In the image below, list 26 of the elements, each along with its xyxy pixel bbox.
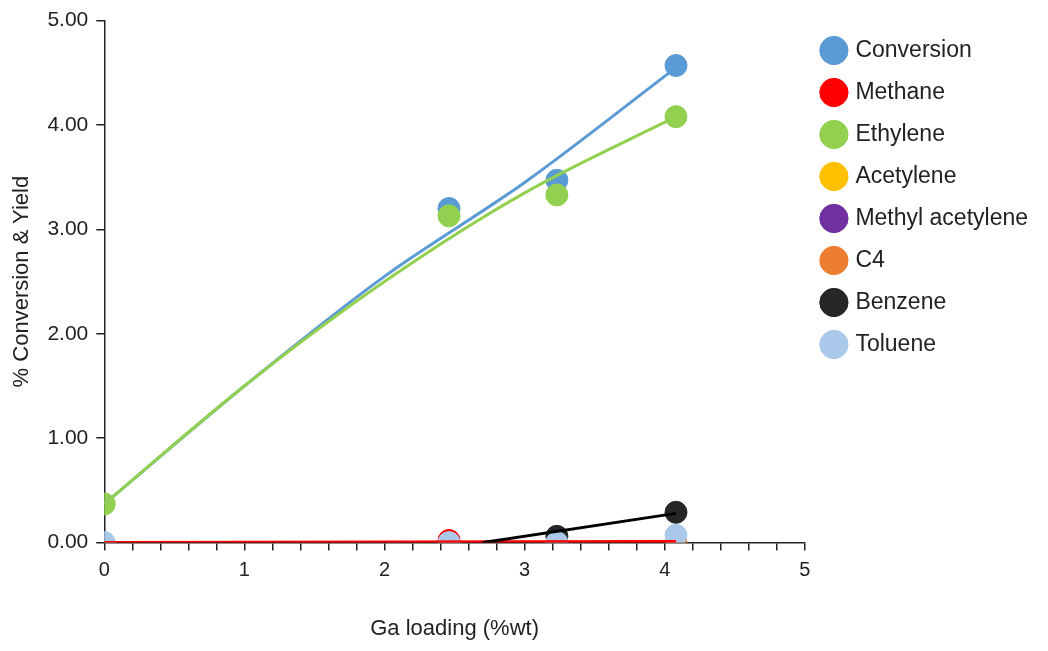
- x-tick-label: 0: [98, 558, 110, 581]
- y-tick-label: 0.00: [47, 529, 89, 553]
- point: [664, 53, 688, 77]
- legend-label: Ethylene: [855, 119, 945, 146]
- legend-label: Toluene: [855, 329, 936, 356]
- x-tick-label: 1: [238, 558, 250, 581]
- legend-label: Benzene: [855, 287, 947, 314]
- y-tick-label: 2.00: [47, 320, 89, 344]
- y-tick-label: 4.00: [47, 111, 89, 135]
- point: [545, 183, 569, 207]
- x-axis-title: Ga loading (%wt): [370, 614, 539, 640]
- point: [664, 105, 688, 129]
- y-tick-label: 3.00: [47, 216, 89, 240]
- y-tick-label: 5.00: [47, 7, 89, 31]
- x-tick-label: 3: [519, 558, 531, 581]
- x-tick-label: 4: [659, 558, 671, 581]
- x-tick-label: 5: [799, 558, 811, 581]
- x-tick-label: 2: [378, 558, 391, 581]
- legend-label: Conversion: [855, 35, 972, 62]
- legend-label: C4: [855, 245, 886, 272]
- legend-label: Methyl acetylene: [855, 203, 1028, 230]
- y-axis-title: % Conversion & Yield: [8, 175, 34, 388]
- legend-label: Methane: [855, 77, 945, 104]
- point: [437, 204, 461, 228]
- y-tick-label: 1.00: [47, 425, 89, 448]
- legend-label: Acetylene: [855, 161, 957, 188]
